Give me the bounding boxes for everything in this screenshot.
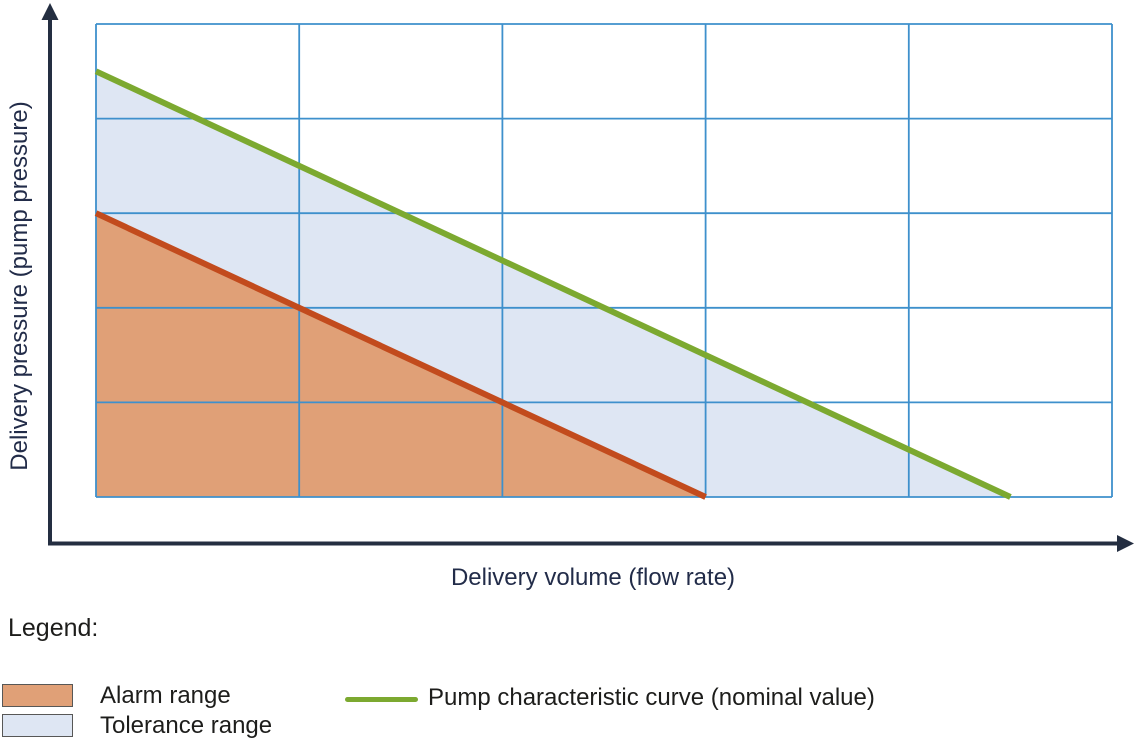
y-axis-label: Delivery pressure (pump pressure) <box>6 101 33 471</box>
chart-plot <box>41 3 1134 552</box>
alarm-range-boundary-line <box>94 210 707 500</box>
legend-swatch-alarm-range <box>2 684 73 707</box>
pump-characteristic-curve-nominal-value-line <box>94 68 1012 500</box>
legend-title: Legend: <box>8 614 99 642</box>
legend-label-tolerance-range: Tolerance range <box>100 712 273 739</box>
legend-label-alarm-range: Alarm range <box>100 682 231 709</box>
x-axis-label: Delivery volume (flow rate) <box>450 564 736 591</box>
legend-swatch-pump-curve-line <box>345 697 418 702</box>
y-axis-arrowhead <box>41 3 59 20</box>
x-axis-arrowhead <box>1117 535 1134 552</box>
legend-label-pump-curve: Pump characteristic curve (nominal value… <box>428 684 875 711</box>
legend-swatch-tolerance-range <box>2 714 73 737</box>
